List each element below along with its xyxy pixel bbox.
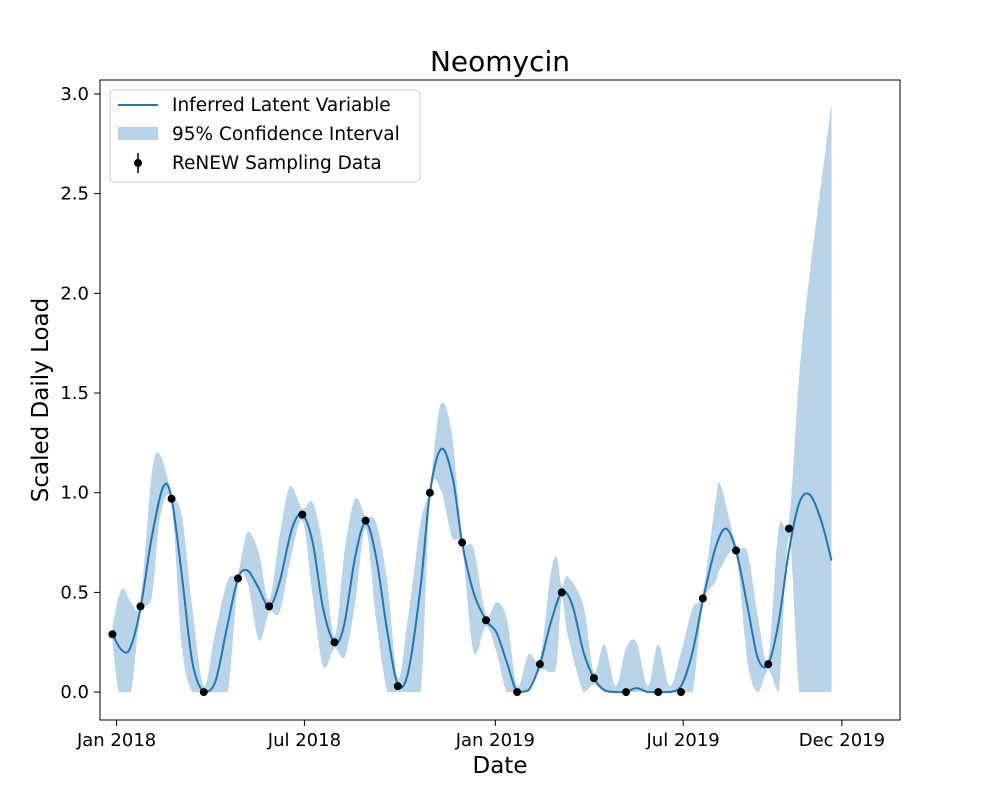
sampling-point	[458, 538, 467, 547]
sampling-point	[136, 602, 145, 611]
sampling-point	[654, 688, 663, 697]
y-tick-label: 3.0	[60, 84, 89, 105]
x-tick-label: Dec 2019	[799, 730, 885, 751]
sampling-point	[361, 516, 370, 525]
sampling-point	[481, 616, 490, 625]
x-axis: Jan 2018 Jul 2018 Jan 2019 Jul 2019 Dec 2019	[76, 720, 885, 751]
y-tick-label: 0.0	[60, 682, 89, 703]
y-tick-label: 1.5	[60, 383, 89, 404]
sampling-point	[622, 688, 631, 697]
chart-title: Neomycin	[430, 45, 570, 78]
plot-area	[108, 103, 833, 697]
y-tick-label: 2.5	[60, 184, 89, 205]
sampling-point	[199, 688, 208, 697]
sampling-point	[425, 488, 434, 497]
y-tick-label: 1.0	[60, 483, 89, 504]
sampling-point	[589, 674, 598, 683]
sampling-point	[732, 546, 741, 555]
legend-point-swatch	[134, 159, 142, 167]
sampling-point	[513, 688, 522, 697]
legend-label-sampling: ReNEW Sampling Data	[172, 153, 382, 174]
sampling-point	[298, 510, 307, 519]
sampling-points	[108, 488, 793, 697]
sampling-point	[108, 630, 117, 639]
sampling-point	[265, 602, 274, 611]
sampling-point	[330, 638, 339, 647]
sampling-point	[234, 574, 242, 583]
sampling-point	[167, 494, 176, 503]
y-axis: 0.0 0.5 1.0 1.5 2.0 2.5 3.0	[60, 84, 100, 703]
plot-frame	[99, 79, 901, 721]
x-tick-label: Jul 2019	[646, 730, 720, 751]
sampling-point	[393, 682, 402, 691]
confidence-interval-band	[112, 103, 832, 693]
sampling-point	[535, 660, 544, 669]
x-axis-title: Date	[473, 753, 528, 779]
legend-label-ci: 95% Confidence Interval	[172, 124, 400, 145]
legend-band-swatch	[118, 127, 158, 140]
sampling-point	[677, 688, 686, 697]
y-axis-title: Scaled Daily Load	[28, 298, 54, 502]
legend: Inferred Latent Variable 95% Confidence …	[109, 89, 421, 183]
sampling-point	[784, 524, 793, 533]
legend-box	[109, 89, 421, 183]
sampling-point	[698, 594, 707, 603]
legend-label-latent: Inferred Latent Variable	[172, 95, 391, 116]
sampling-point	[764, 660, 773, 669]
x-tick-label: Jan 2018	[76, 730, 156, 751]
y-tick-label: 2.0	[60, 283, 89, 304]
y-tick-label: 0.5	[60, 582, 89, 603]
sampling-point	[557, 588, 566, 597]
x-tick-label: Jan 2019	[455, 730, 535, 751]
x-tick-label: Jul 2018	[267, 730, 341, 751]
